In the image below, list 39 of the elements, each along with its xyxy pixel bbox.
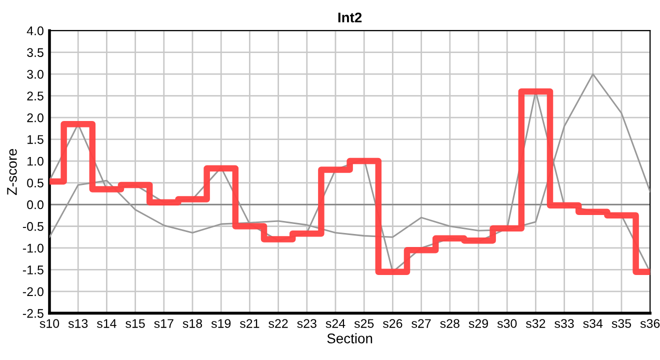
x-tick-label: s26	[382, 319, 402, 328]
x-tick-label: s15	[126, 319, 145, 328]
y-tick-label: 1.5	[28, 135, 44, 144]
x-tick-label: s17	[154, 319, 174, 328]
y-tick-label: -1.0	[22, 244, 44, 253]
x-tick-label: s27	[412, 319, 431, 328]
x-tick-label: s35	[612, 319, 632, 328]
x-tick-label: s32	[526, 319, 546, 328]
x-tick-label: s25	[354, 319, 374, 328]
x-tick-label: s18	[182, 319, 202, 328]
y-tick-label: -1.5	[22, 266, 44, 274]
x-tick-label: s33	[554, 319, 574, 328]
x-tick-label: s22	[268, 319, 288, 328]
y-tick-label: 3.5	[27, 48, 44, 57]
x-tick-label: s24	[326, 319, 346, 328]
x-tick-label: s21	[240, 319, 260, 328]
y-axis-title: Z-score	[7, 148, 17, 195]
x-tick-label: s10	[40, 319, 60, 328]
y-tick-label: 0.5	[27, 178, 44, 188]
x-axis-title: Section	[327, 333, 372, 344]
x-tick-label: s19	[211, 319, 231, 328]
x-tick-label: s34	[583, 319, 603, 328]
y-tick-label: 3.0	[27, 70, 44, 79]
y-tick-label: 2.5	[27, 92, 44, 100]
y-tick-label: 1.0	[28, 156, 44, 166]
y-tick-label: 4.0	[26, 26, 44, 36]
x-tick-label: s29	[468, 319, 488, 328]
y-tick-label: -2.5	[22, 309, 44, 318]
x-tick-label: s13	[68, 319, 88, 328]
x-tick-label: s30	[497, 319, 517, 328]
x-tick-label: s28	[440, 319, 460, 328]
x-tick-label: s23	[297, 319, 316, 328]
y-tick-label: -0.5	[22, 222, 44, 231]
chart-title: Int2	[338, 12, 362, 22]
y-tick-label: 0.0	[27, 200, 44, 210]
y-tick-label: -2.0	[22, 287, 44, 296]
x-tick-label: s14	[96, 319, 116, 328]
y-tick-label: 2.0	[27, 113, 44, 122]
x-tick-label: s36	[640, 319, 660, 328]
